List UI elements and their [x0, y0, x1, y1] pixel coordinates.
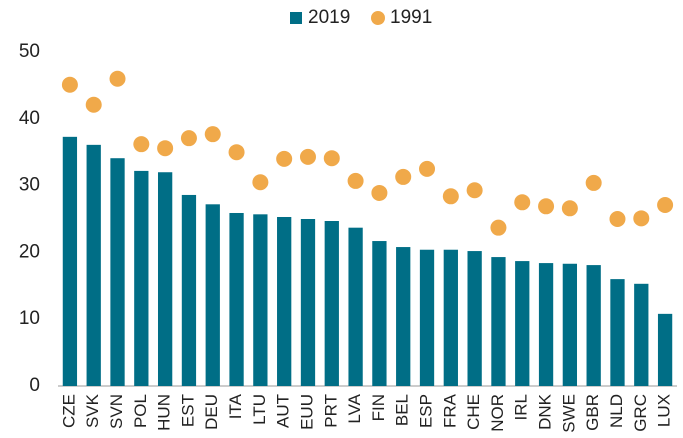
bar: [467, 251, 482, 386]
bar: [324, 221, 339, 386]
x-tick-label: HUN: [155, 394, 174, 431]
dot: [561, 200, 578, 217]
x-tick-label: LTU: [250, 394, 269, 425]
dot: [490, 219, 507, 236]
bar: [372, 241, 387, 386]
dot: [276, 150, 293, 167]
x-tick-label: NOR: [488, 394, 507, 432]
bar: [277, 216, 292, 386]
dot: [419, 160, 436, 177]
x-tick-label: DEU: [202, 394, 221, 430]
legend-swatch: [371, 11, 385, 25]
legend-swatch: [290, 12, 302, 24]
x-tick-label: LUX: [655, 394, 674, 427]
bar: [657, 313, 673, 386]
dot: [538, 198, 555, 215]
dot: [466, 182, 483, 199]
bar: [300, 219, 316, 386]
dot: [585, 174, 602, 191]
bar: [586, 265, 601, 386]
bar: [443, 249, 458, 386]
x-tick-label: POL: [131, 394, 150, 428]
x-tick-label: LVA: [345, 393, 364, 423]
x-tick-label: EST: [178, 394, 197, 427]
x-tick-label: NLD: [607, 394, 626, 428]
x-tick-label: SVN: [107, 394, 126, 429]
bar: [562, 263, 578, 386]
dot: [657, 196, 674, 213]
y-tick-label: 40: [19, 108, 40, 129]
dot: [252, 174, 269, 191]
x-tick-label: FRA: [440, 393, 459, 428]
bar: [62, 136, 78, 386]
x-tick-label: ESP: [417, 394, 436, 428]
y-tick-label: 20: [19, 241, 40, 262]
dot: [133, 136, 150, 153]
bar: [181, 194, 197, 386]
dot: [371, 184, 388, 201]
x-tick-label: ITA: [226, 393, 245, 419]
dot: [228, 144, 245, 161]
x-tick-label: GBR: [583, 394, 602, 431]
dot: [109, 70, 126, 87]
bar: [610, 279, 625, 386]
x-tick-label: AUT: [274, 394, 293, 428]
bar: [348, 227, 363, 386]
x-tick-label: PRT: [321, 394, 340, 428]
dot: [442, 188, 459, 205]
bar: [419, 249, 435, 386]
x-tick-label: CHE: [464, 394, 483, 430]
x-tick-label: GRC: [631, 394, 650, 432]
bar: [110, 158, 125, 386]
bar: [86, 144, 101, 386]
dot: [395, 168, 412, 185]
x-tick-label: CZE: [59, 394, 78, 428]
bar: [205, 204, 220, 386]
x-tick-label: IRL: [512, 394, 531, 420]
dot: [347, 172, 364, 189]
dot: [180, 130, 197, 147]
dot: [299, 148, 316, 165]
y-tick-label: 10: [19, 308, 40, 329]
bar: [634, 283, 649, 386]
dot: [85, 96, 102, 113]
bar: [538, 263, 554, 386]
y-tick-label: 30: [19, 175, 40, 196]
bar: [134, 170, 149, 386]
dot: [157, 140, 174, 157]
dot: [609, 211, 626, 227]
legend-label: 2019: [308, 7, 350, 28]
dot: [633, 210, 650, 227]
bar: [157, 172, 173, 386]
x-tick-label: SVK: [83, 393, 102, 428]
y-tick-label: 0: [29, 375, 40, 396]
x-tick-label: EUU: [297, 394, 316, 430]
legend-label: 1991: [390, 7, 432, 28]
x-tick-label: DNK: [536, 393, 555, 430]
x-tick-label: SWE: [559, 394, 578, 433]
dot: [204, 126, 221, 143]
y-tick-label: 50: [19, 41, 40, 62]
bar: [491, 257, 506, 386]
bar: [515, 261, 530, 386]
bar: [396, 247, 411, 386]
dot: [514, 194, 531, 211]
bar: [253, 214, 268, 386]
x-tick-label: FIN: [369, 394, 388, 421]
x-tick-label: BEL: [393, 394, 412, 426]
bar: [229, 212, 244, 386]
dot: [323, 150, 340, 167]
dot: [61, 76, 78, 93]
